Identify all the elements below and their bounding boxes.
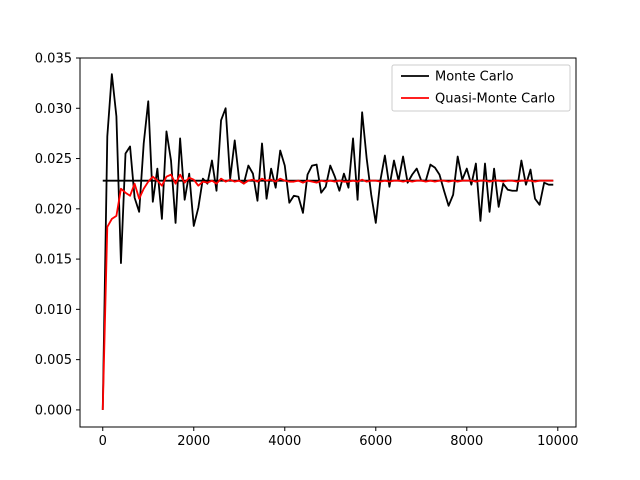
x-tick-label: 2000 bbox=[177, 434, 210, 449]
series-line-quasi-monte-carlo bbox=[101, 173, 554, 410]
axes: 0 2000 4000 6000 8000 10000 0.000 0.005 0.010 0.0… bbox=[35, 52, 579, 450]
x-tick-label: 6000 bbox=[359, 434, 392, 449]
y-tick-label: 0.025 bbox=[35, 152, 72, 167]
legend-label-monte-carlo: Monte Carlo bbox=[435, 70, 514, 85]
y-tick-label: 0.020 bbox=[35, 202, 72, 217]
legend-label-quasi-monte-carlo: Quasi-Monte Carlo bbox=[435, 92, 555, 107]
y-tick-label: 0.015 bbox=[35, 253, 72, 268]
plot-area bbox=[101, 73, 554, 410]
x-tick-label: 0 bbox=[99, 434, 107, 449]
x-tick-label: 8000 bbox=[450, 434, 483, 449]
x-tick-label: 4000 bbox=[268, 434, 301, 449]
y-tick-label: 0.010 bbox=[35, 303, 72, 318]
y-tick-label: 0.030 bbox=[35, 102, 72, 117]
x-tick-label: 10000 bbox=[537, 434, 578, 449]
axes-frame bbox=[79, 57, 577, 428]
y-tick-label: 0.000 bbox=[35, 403, 72, 418]
legend: Monte Carlo Quasi-Monte Carlo bbox=[391, 64, 571, 112]
y-tick-label: 0.005 bbox=[35, 353, 72, 368]
legend-box bbox=[391, 64, 571, 112]
y-tick-label: 0.035 bbox=[35, 52, 72, 67]
